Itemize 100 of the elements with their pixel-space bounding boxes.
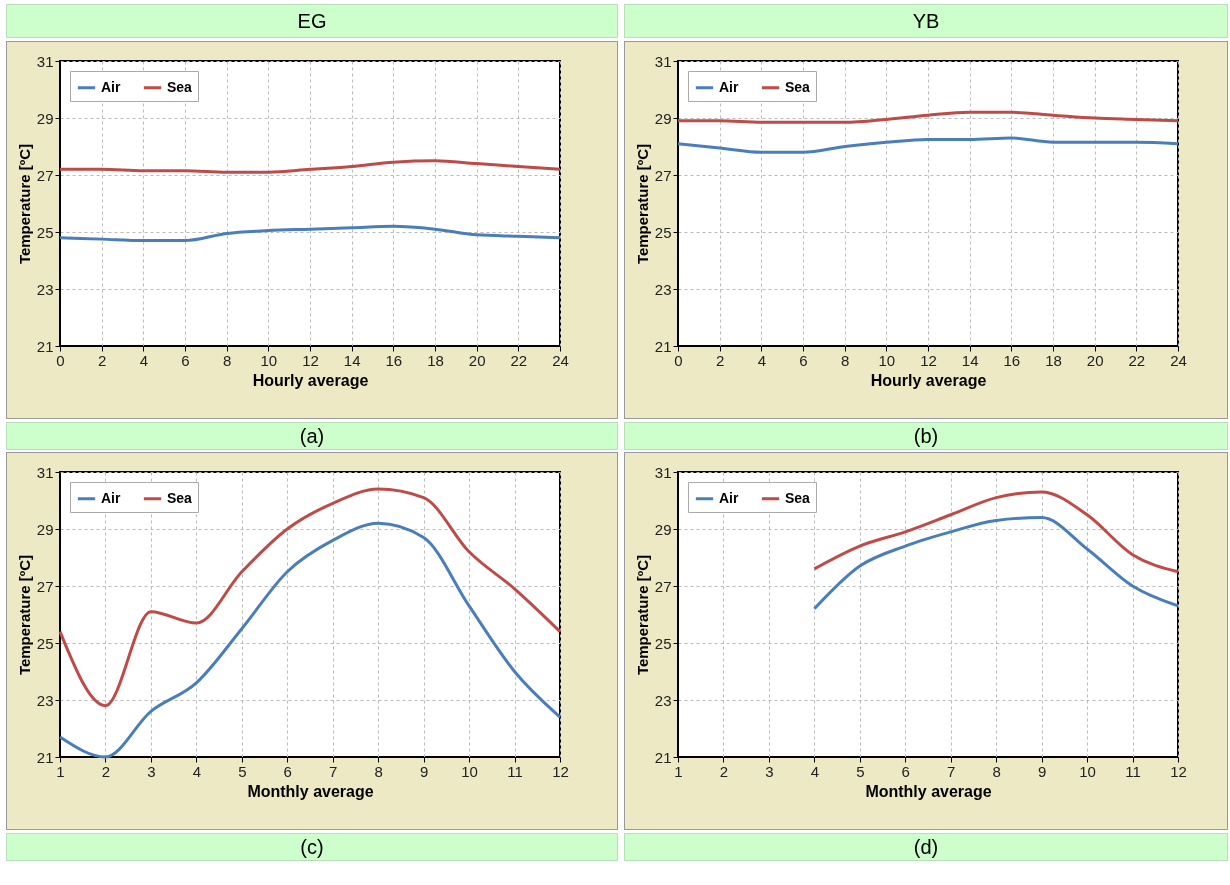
x-tick-label: 10 (260, 351, 278, 369)
x-axis-title: Monthly average (247, 782, 374, 800)
x-tick-label: 14 (961, 351, 979, 369)
x-tick-label: 8 (222, 351, 232, 369)
y-tick-label: 27 (36, 577, 54, 595)
x-axis-title: Monthly average (865, 782, 992, 800)
x-tick-label: 10 (461, 762, 478, 780)
y-tick-label: 29 (654, 109, 672, 127)
x-tick-label: 20 (1086, 351, 1104, 369)
x-tick-label: 16 (1003, 351, 1021, 369)
line-series (58, 159, 562, 174)
x-tick-label: 1 (674, 762, 683, 780)
legend-label: Air (101, 78, 121, 95)
y-tick-label: 23 (654, 691, 672, 709)
x-tick-label: 12 (1170, 762, 1187, 780)
legend-label: Air (719, 489, 739, 506)
line-series (676, 110, 1180, 124)
line-series (58, 487, 562, 708)
y-tick-label: 31 (654, 463, 672, 481)
x-tick-label: 18 (427, 351, 444, 369)
y-tick-label: 29 (654, 520, 672, 538)
x-tick-label: 24 (1170, 351, 1187, 369)
text: (c) (6, 833, 618, 861)
y-tick-label: 25 (654, 223, 672, 241)
x-tick-label: 2 (715, 351, 725, 369)
y-tick-label: 31 (36, 52, 54, 70)
x-tick-label: 0 (56, 351, 65, 369)
y-tick-label: 23 (36, 280, 54, 298)
legend-label: Air (101, 489, 121, 506)
x-tick-label: 14 (343, 351, 361, 369)
x-tick-label: 10 (878, 351, 896, 369)
y-tick-label: 27 (654, 577, 672, 595)
y-axis-title: Temperature [ºC] (15, 554, 33, 676)
text: (d) (624, 833, 1228, 861)
y-axis-title: Temperature [ºC] (633, 554, 651, 676)
x-axis-title: Hourly average (252, 371, 369, 389)
legend-label: Air (719, 78, 739, 95)
y-tick-label: 21 (36, 337, 54, 355)
y-tick-label: 29 (36, 109, 54, 127)
y-tick-label: 31 (36, 463, 54, 481)
line-series (676, 136, 1180, 154)
y-tick-label: 25 (36, 634, 54, 652)
legend-label: Sea (167, 78, 193, 95)
x-tick-label: 22 (510, 351, 528, 369)
line-series (812, 490, 1180, 574)
x-tick-label: 6 (799, 351, 808, 369)
legend-label: Sea (167, 489, 193, 506)
x-tick-label: 3 (765, 762, 774, 780)
line-series (58, 224, 562, 243)
x-tick-label: 6 (901, 762, 910, 780)
y-tick-label: 31 (654, 52, 672, 70)
x-tick-label: 6 (283, 762, 292, 780)
y-tick-label: 29 (36, 520, 54, 538)
chart-title: YB (624, 4, 1228, 38)
x-tick-label: 9 (1037, 762, 1047, 780)
y-tick-label: 21 (654, 748, 672, 766)
y-tick-label: 25 (654, 634, 672, 652)
x-tick-label: 12 (552, 762, 569, 780)
x-tick-label: 1 (56, 762, 65, 780)
x-tick-label: 22 (1128, 351, 1146, 369)
y-tick-label: 21 (36, 748, 54, 766)
x-tick-label: 18 (1045, 351, 1062, 369)
legend-label: Sea (785, 489, 811, 506)
x-tick-label: 2 (719, 762, 729, 780)
x-tick-label: 12 (302, 351, 319, 369)
x-tick-label: 8 (992, 762, 1001, 780)
x-tick-label: 8 (840, 351, 850, 369)
y-tick-label: 27 (36, 166, 54, 184)
x-tick-label: 2 (101, 762, 111, 780)
x-tick-label: 4 (810, 762, 820, 780)
x-tick-label: 24 (552, 351, 569, 369)
line-series (812, 516, 1180, 611)
x-tick-label: 2 (97, 351, 107, 369)
x-tick-label: 3 (147, 762, 156, 780)
x-tick-label: 5 (238, 762, 247, 780)
legend-label: Sea (785, 78, 811, 95)
y-tick-label: 27 (654, 166, 672, 184)
x-tick-label: 10 (1079, 762, 1096, 780)
x-tick-label: 5 (856, 762, 865, 780)
x-tick-label: 11 (1125, 762, 1141, 780)
y-tick-label: 25 (36, 223, 54, 241)
x-tick-label: 20 (468, 351, 486, 369)
chart-title: EG (6, 4, 618, 38)
x-tick-label: 16 (385, 351, 403, 369)
x-tick-label: 9 (419, 762, 429, 780)
x-tick-label: 12 (920, 351, 937, 369)
y-axis-title: Temperature [ºC] (633, 143, 651, 265)
x-tick-label: 4 (139, 351, 149, 369)
y-axis-title: Temperature [ºC] (15, 143, 33, 265)
y-tick-label: 23 (36, 691, 54, 709)
x-tick-label: 6 (181, 351, 190, 369)
x-tick-label: 7 (329, 762, 338, 780)
x-tick-label: 4 (757, 351, 767, 369)
text: (a) (6, 422, 618, 450)
x-tick-label: 11 (507, 762, 523, 780)
y-tick-label: 21 (654, 337, 672, 355)
x-tick-label: 0 (674, 351, 683, 369)
x-axis-title: Hourly average (870, 371, 987, 389)
x-tick-label: 4 (192, 762, 202, 780)
text: (b) (624, 422, 1228, 450)
